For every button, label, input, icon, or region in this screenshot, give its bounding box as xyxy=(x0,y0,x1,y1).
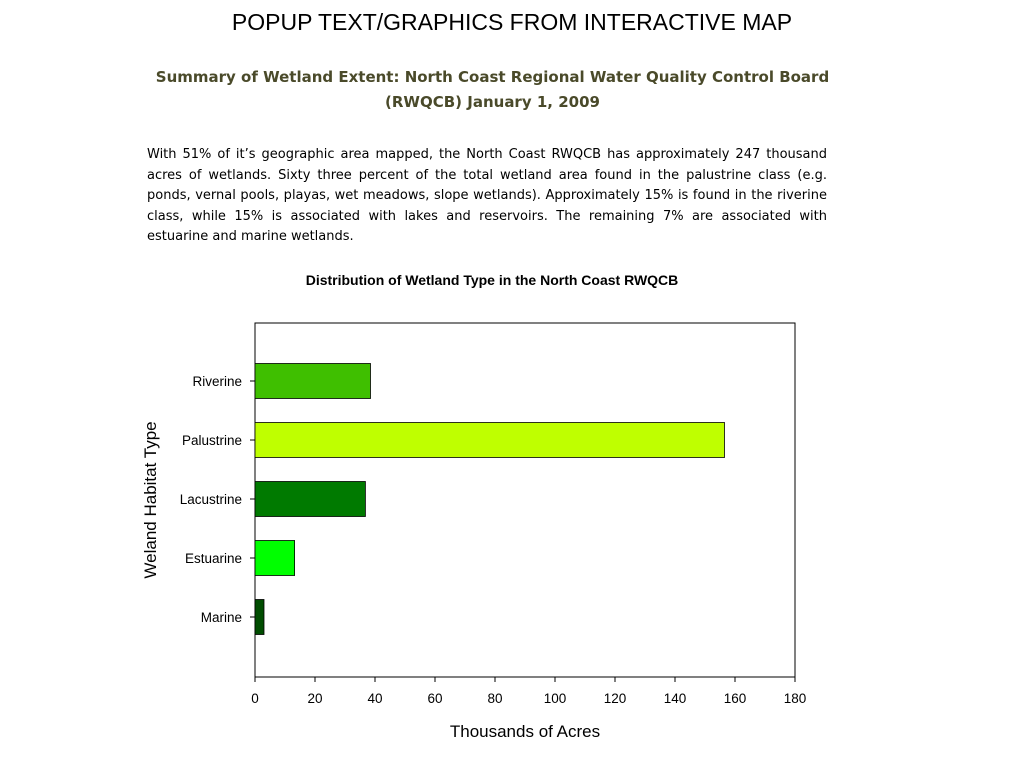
y-tick-label-riverine: Riverine xyxy=(192,374,242,389)
y-axis-label: Weland Habitat Type xyxy=(141,421,160,578)
y-axis-ticks: Riverine Palustrine Lacustrine Estuarine Mar… xyxy=(180,374,255,625)
x-tick-label: 100 xyxy=(544,691,567,706)
x-tick-label: 160 xyxy=(724,691,747,706)
x-axis-label: Thousands of Acres xyxy=(450,722,600,741)
x-tick-label: 40 xyxy=(367,691,382,706)
x-tick-label: 140 xyxy=(664,691,687,706)
x-tick-label: 80 xyxy=(487,691,502,706)
bar-marine xyxy=(254,599,265,635)
bar-chart: Distribution of Wetland Type in the Nort… xyxy=(141,272,806,741)
x-axis-ticks: 0 20 40 60 80 100 120 140 160 180 xyxy=(251,677,806,706)
bar-estuarine xyxy=(254,540,295,576)
y-tick-label-estuarine: Estuarine xyxy=(185,551,242,566)
bar-riverine xyxy=(254,363,371,399)
summary-body: With 51% of it’s geographic area mapped,… xyxy=(147,147,827,244)
summary-heading: Summary of Wetland Extent: North Coast R… xyxy=(155,68,830,111)
bars-group xyxy=(254,363,725,635)
y-tick-label-marine: Marine xyxy=(201,610,242,625)
x-tick-label: 20 xyxy=(307,691,322,706)
x-tick-label: 120 xyxy=(604,691,627,706)
y-tick-label-lacustrine: Lacustrine xyxy=(180,492,242,507)
bar-palustrine xyxy=(254,422,725,458)
page-title: POPUP TEXT/GRAPHICS FROM INTERACTIVE MAP xyxy=(231,9,793,35)
chart-title: Distribution of Wetland Type in the Nort… xyxy=(306,272,679,288)
bar-lacustrine xyxy=(254,481,366,517)
y-tick-label-palustrine: Palustrine xyxy=(182,433,242,448)
x-tick-label: 180 xyxy=(784,691,807,706)
x-tick-label: 60 xyxy=(427,691,442,706)
chart-container: Distribution of Wetland Type in the Nort… xyxy=(0,260,1024,760)
x-tick-label: 0 xyxy=(251,691,259,706)
